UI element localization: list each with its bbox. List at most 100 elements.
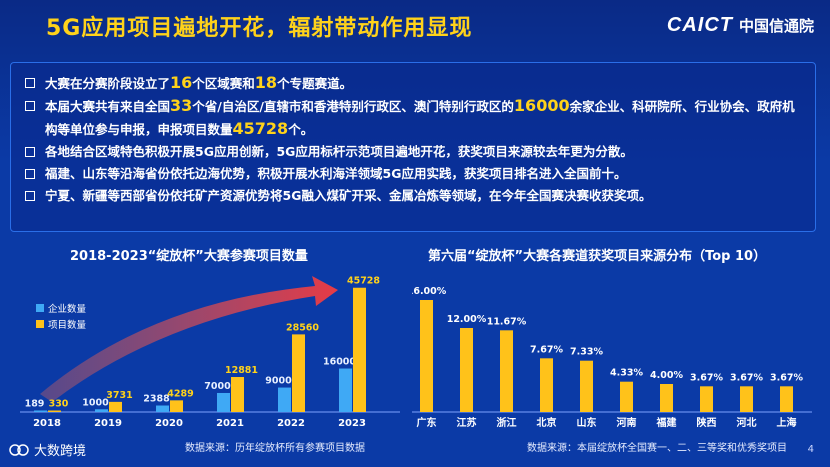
bullet-square-icon — [25, 147, 35, 157]
data-label: 2388 — [143, 394, 170, 405]
data-label: 1000 — [82, 397, 109, 408]
x-tick-label: 北京 — [537, 416, 557, 429]
summary-fragment: 个。 — [288, 122, 314, 137]
summary-item: 宁夏、新疆等西部省份依托矿产资源优势将5G融入煤矿开采、金属冶炼等领域，在今年全… — [25, 185, 801, 207]
bar-award-share — [700, 386, 713, 412]
footer-logo-icon — [9, 443, 29, 456]
chart2-source: 数据来源：本届绽放杯全国赛一、二、三等奖和优秀奖项目 — [527, 443, 787, 454]
summary-fragment: 大赛在分赛阶段设立了 — [45, 76, 171, 91]
x-tick-label: 2021 — [216, 418, 244, 429]
chart2-title: 第六届“绽放杯”大赛各赛道获奖项目来源分布（Top 10） — [428, 249, 767, 264]
highlight-number: 33 — [170, 96, 193, 115]
data-label: 12.00% — [447, 314, 487, 325]
x-tick-label: 2019 — [94, 418, 122, 429]
legend-swatch — [36, 320, 44, 328]
summary-fragment: 宁夏、新疆等西部省份依托矿产资源优势将5G融入煤矿开采、金属冶炼等领域，在今年全… — [45, 188, 652, 203]
summary-fragment: 个省/自治区/直辖市和香港特别行政区、澳门特别行政区的 — [192, 99, 514, 114]
data-label: 189 — [25, 399, 45, 410]
bar-project — [109, 401, 122, 412]
summary-text: 本届大赛共有来自全国33个省/自治区/直辖市和香港特别行政区、澳门特别行政区的1… — [45, 95, 801, 141]
legend-label: 项目数量 — [48, 319, 87, 331]
data-label: 4.00% — [650, 370, 683, 381]
highlight-number: 16000 — [513, 96, 570, 115]
chart1-title: 2018-2023“绽放杯”大赛参赛项目数量 — [70, 249, 308, 264]
data-label: 16.00% — [412, 286, 447, 297]
summary-item: 大赛在分赛阶段设立了16个区域赛和18个专题赛道。 — [25, 72, 801, 95]
bar-enterprise — [156, 405, 169, 412]
x-tick-label: 上海 — [777, 416, 797, 429]
bar-award-share — [540, 358, 553, 412]
highlight-number: 16 — [170, 73, 193, 92]
bullet-square-icon — [25, 101, 35, 111]
bar-award-share — [500, 330, 513, 412]
x-tick-label: 2018 — [33, 418, 61, 429]
data-label: 9000 — [265, 376, 292, 387]
summary-fragment: 个专题赛道。 — [277, 76, 353, 91]
summary-panel: 大赛在分赛阶段设立了16个区域赛和18个专题赛道。 本届大赛共有来自全国33个省/… — [10, 62, 816, 232]
caict-logo: CAICT 中国信通院 — [667, 14, 814, 37]
bar-enterprise — [95, 409, 108, 412]
bar-award-share — [460, 328, 473, 412]
bullet-square-icon — [25, 191, 35, 201]
data-label: 3.67% — [730, 372, 763, 383]
data-label: 7000 — [204, 381, 231, 392]
x-tick-label: 陕西 — [697, 416, 717, 429]
summary-text: 大赛在分赛阶段设立了16个区域赛和18个专题赛道。 — [45, 72, 352, 95]
bar-project — [170, 400, 183, 412]
x-tick-label: 2022 — [277, 418, 305, 429]
chart1-source: 数据来源：历年绽放杯所有参赛项目数据 — [185, 443, 365, 454]
data-label: 4289 — [167, 388, 193, 399]
bullet-square-icon — [25, 78, 35, 88]
summary-item: 本届大赛共有来自全国33个省/自治区/直辖市和香港特别行政区、澳门特别行政区的1… — [25, 95, 801, 141]
page-number: 4 — [807, 444, 814, 455]
bar-project — [292, 334, 305, 412]
data-label: 12881 — [225, 365, 258, 376]
footer-logo: 大数跨境 — [8, 440, 86, 459]
x-tick-label: 广东 — [417, 416, 437, 429]
page-title: 5G应用项目遍地开花，辐射带动作用显现 — [46, 16, 473, 41]
highlight-number: 18 — [254, 73, 278, 92]
x-tick-label: 河北 — [737, 416, 757, 429]
bar-award-share — [660, 384, 673, 412]
bar-award-share — [580, 360, 593, 412]
bullet-square-icon — [25, 169, 35, 179]
summary-fragment: 余家企业、科研院所、行业协会、政府机构等单位参与申报，申报项目数量 — [45, 99, 795, 137]
data-label: 3.67% — [690, 372, 723, 383]
summary-text: 宁夏、新疆等西部省份依托矿产资源优势将5G融入煤矿开采、金属冶炼等领域，在今年全… — [45, 185, 651, 207]
bar-enterprise — [339, 368, 352, 412]
logo-cn: 中国信通院 — [738, 17, 814, 35]
data-label: 7.67% — [530, 344, 563, 355]
bar-enterprise — [217, 392, 230, 412]
legend-label: 企业数量 — [48, 303, 87, 315]
legend-swatch — [36, 304, 44, 312]
bar-award-share — [740, 386, 753, 412]
summary-item: 福建、山东等沿海省份依托边海优势，积极开展水利海洋领域5G应用实践，获奖项目排名… — [25, 163, 801, 185]
bar-award-share — [620, 381, 633, 412]
bar-project — [353, 287, 366, 412]
growth-arrow — [40, 276, 338, 402]
summary-fragment: 各地结合区域特色积极开展5G应用创新，5G应用标杆示范项目遍地开花，获奖项目来源… — [45, 144, 633, 159]
data-label: 330 — [49, 399, 69, 410]
data-label: 28560 — [286, 322, 319, 333]
summary-fragment: 本届大赛共有来自全国 — [45, 99, 171, 114]
bar-enterprise — [34, 410, 47, 412]
data-label: 3.67% — [770, 372, 803, 383]
x-tick-label: 河南 — [617, 416, 637, 429]
footer-logo-text: 大数跨境 — [34, 444, 87, 459]
bar-award-share — [780, 386, 793, 412]
summary-fragment: 福建、山东等沿海省份依托边海优势，积极开展水利海洋领域5G应用实践，获奖项目排名… — [45, 166, 627, 181]
x-tick-label: 浙江 — [497, 416, 517, 429]
bar-award-share — [420, 300, 433, 412]
chart2-award-source: 16.00% 广东 12.00% 江苏 11.67% 浙江 7.67% 北京 7.33% 山东 4.… — [412, 286, 812, 429]
x-tick-label: 山东 — [577, 416, 597, 429]
x-tick-label: 2023 — [338, 418, 366, 429]
data-label: 7.33% — [570, 347, 603, 358]
summary-fragment: 个区域赛和 — [192, 76, 255, 91]
logo-brand: CAICT — [666, 14, 733, 36]
data-label: 11.67% — [487, 316, 527, 327]
x-tick-label: 江苏 — [457, 416, 477, 429]
summary-text: 福建、山东等沿海省份依托边海优势，积极开展水利海洋领域5G应用实践，获奖项目排名… — [45, 163, 626, 185]
x-tick-label: 2020 — [155, 418, 183, 429]
bar-enterprise — [278, 387, 291, 412]
